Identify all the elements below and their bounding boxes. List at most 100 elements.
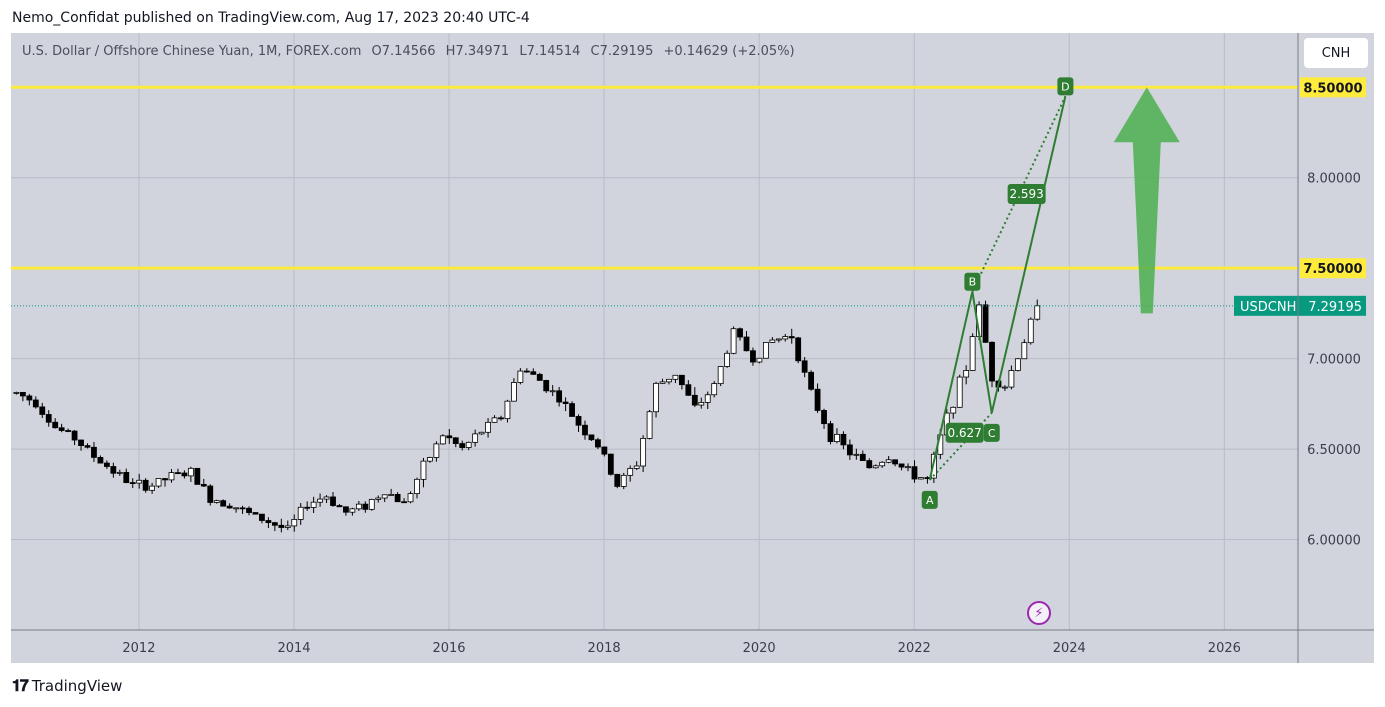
x-tick-label: 2018	[588, 641, 621, 656]
candle-body	[433, 443, 440, 458]
candle-body	[246, 507, 252, 513]
candle-body	[330, 496, 336, 506]
legend-open: O7.14566	[371, 44, 436, 59]
candle-body	[717, 366, 724, 385]
candle-body	[78, 439, 84, 446]
candle-body	[788, 336, 795, 339]
candle-body	[762, 342, 769, 359]
candle-body	[918, 477, 924, 480]
candle-body	[388, 494, 395, 496]
x-tick-label: 2022	[898, 641, 931, 656]
last-price-symbol: USDCNH	[1240, 300, 1296, 315]
candle-body	[187, 467, 194, 477]
candle-body	[427, 457, 433, 462]
candle-body	[394, 494, 401, 503]
candle-body	[905, 466, 911, 469]
candle-body	[142, 479, 149, 491]
candle-body	[853, 453, 860, 456]
candle-body	[989, 341, 995, 382]
candle-body	[58, 427, 65, 431]
candle-body	[52, 421, 59, 429]
candle-body	[207, 485, 214, 503]
pattern-point-label: A	[926, 494, 934, 507]
candle-body	[620, 474, 627, 487]
candle-body	[872, 465, 879, 469]
candle-body	[220, 500, 227, 507]
candle-body	[569, 403, 575, 417]
candle-body	[504, 400, 511, 420]
candle-body	[32, 399, 39, 408]
candle-body	[595, 439, 601, 448]
pattern-leg-cd	[990, 96, 1067, 414]
x-tick-label: 2012	[122, 641, 155, 656]
y-tick-label: 7.00000	[1307, 353, 1361, 368]
candle-body	[310, 501, 317, 508]
x-tick-label: 2016	[432, 641, 465, 656]
candle-body	[97, 457, 104, 464]
candle-body	[239, 507, 246, 510]
candle-body	[814, 388, 821, 411]
candle-body	[19, 391, 26, 397]
candle-body	[556, 390, 563, 403]
candle-body	[795, 337, 802, 362]
candle-body	[129, 482, 136, 484]
candle-body	[149, 485, 156, 491]
candle-body	[265, 520, 272, 524]
candle-body	[750, 350, 756, 363]
x-tick-label: 2014	[277, 641, 310, 656]
candle-body	[1002, 386, 1008, 389]
x-tick-label: 2024	[1053, 641, 1086, 656]
level-price-label: 8.50000	[1303, 81, 1362, 96]
candle-body	[801, 360, 808, 373]
candle-body	[65, 430, 72, 432]
candle-body	[737, 328, 743, 338]
candle-body	[743, 336, 750, 352]
candle-body	[123, 471, 130, 483]
currency-button[interactable]: CNH	[1304, 38, 1368, 68]
footer-brand[interactable]: 𝟏𝟕 TradingView	[12, 676, 122, 696]
candle-body	[1034, 305, 1041, 320]
last-price-tag	[1234, 295, 1366, 316]
legend-symbol: U.S. Dollar / Offshore Chinese Yuan, 1M,…	[22, 44, 362, 59]
candle-body	[1027, 318, 1034, 344]
candle-body	[181, 472, 188, 477]
candle-body	[582, 424, 588, 436]
pattern-point-label: D	[1061, 80, 1069, 93]
legend-change: +0.14629 (+2.05%)	[663, 44, 795, 59]
candle-body	[407, 493, 414, 503]
candle-body	[730, 328, 737, 354]
candle-body	[627, 468, 634, 476]
pattern-point-badge	[964, 272, 981, 291]
candle-body	[175, 472, 181, 474]
candle-body	[808, 371, 815, 390]
candle-body	[414, 478, 420, 495]
candle-body	[26, 395, 33, 401]
candle-body	[653, 382, 659, 413]
candle-body	[336, 505, 343, 508]
candle-body	[304, 506, 311, 509]
candle-body	[91, 446, 97, 458]
candle-body	[116, 471, 123, 474]
ratio-badge	[1007, 184, 1046, 205]
candle-body	[724, 352, 731, 367]
candle-body	[439, 435, 446, 445]
candle-body	[549, 390, 556, 393]
candle-body	[284, 525, 291, 528]
pattern-leg-ab	[928, 291, 974, 481]
legend-high: H7.34971	[445, 44, 510, 59]
candle-body	[498, 417, 504, 420]
candle-body	[517, 370, 524, 383]
lightning-icon[interactable]: ⚡	[1027, 601, 1051, 625]
candle-body	[614, 473, 621, 487]
candle-body	[640, 437, 647, 467]
candle-body	[368, 499, 375, 510]
candle-body	[846, 444, 853, 456]
candle-body	[472, 433, 479, 443]
x-tick-label: 2026	[1208, 641, 1241, 656]
x-tick-label: 2020	[743, 641, 776, 656]
candle-body	[13, 391, 20, 394]
pattern-ratio-bd	[971, 95, 1067, 293]
candle-body	[278, 524, 285, 528]
candle-body	[168, 472, 175, 481]
